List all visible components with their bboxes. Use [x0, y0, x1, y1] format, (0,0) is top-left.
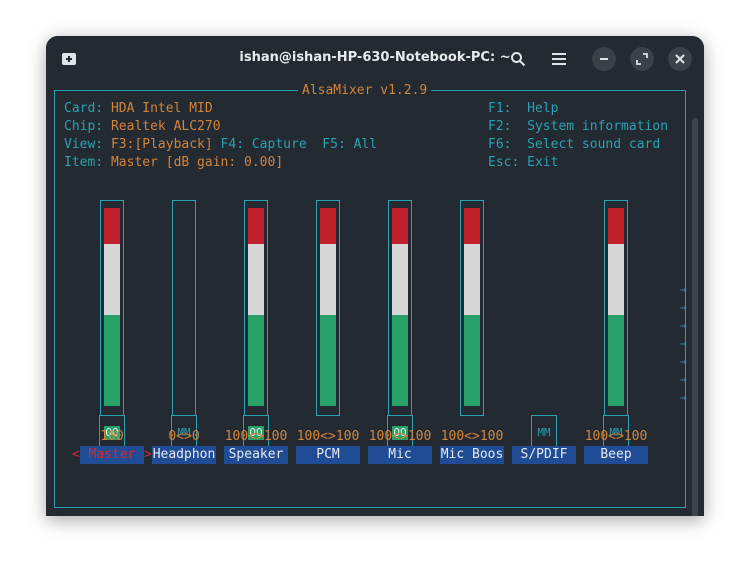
terminal-content[interactable]: AlsaMixer v1.2.9 Card: HDA Intel MID Chi… [46, 82, 704, 516]
chip-line: Chip: Realtek ALC270 [64, 119, 221, 134]
more-channels-arrow: → [680, 337, 687, 350]
volume-fill-segment [104, 243, 120, 315]
volume-value: 0<>0 [168, 429, 200, 444]
volume-fill-segment [320, 243, 336, 315]
volume-fill-segment [608, 208, 624, 244]
item-line: Item: Master [dB gain: 0.00] [64, 155, 284, 170]
mute-switch-state: MM [177, 426, 191, 439]
more-channels-arrow: → [680, 301, 687, 314]
more-channels-arrow: → [680, 283, 687, 296]
volume-value: 100<>100 [584, 429, 648, 444]
volume-fill-segment [248, 243, 264, 315]
close-icon[interactable] [668, 47, 692, 71]
volume-fill-segment [608, 314, 624, 406]
channel-label-micboos[interactable]: Mic Boos [440, 446, 504, 464]
volume-bar-pcm[interactable] [316, 200, 340, 416]
selected-marker-right: > [144, 447, 152, 462]
key-help[interactable]: F1: Help [488, 101, 559, 116]
channel-label-speaker[interactable]: Speaker [224, 446, 288, 464]
view-playback[interactable]: F3:[Playback] [110, 137, 213, 152]
volume-bar-headphon[interactable] [172, 200, 196, 416]
key-sound-card[interactable]: F6: Select sound card [488, 137, 661, 152]
mute-switch-state: OO [104, 426, 120, 440]
volume-value: 100<>100 [296, 429, 360, 444]
view-capture[interactable]: F4: Capture [220, 137, 307, 152]
volume-value: 100<>100 [368, 429, 432, 444]
channel-label-spdif[interactable]: S/PDIF [512, 446, 576, 464]
mixer-title: AlsaMixer v1.2.9 [298, 82, 432, 100]
channel-label-beep[interactable]: Beep [584, 446, 648, 464]
mute-switch-state: OO [248, 426, 264, 440]
channel-label-pcm[interactable]: PCM [296, 446, 360, 464]
terminal-window: ishan@ishan-HP-630-Notebook-PC: ~ AlsaMi… [46, 36, 704, 516]
channel-label-master[interactable]: Master [80, 446, 144, 464]
volume-fill-segment [608, 243, 624, 315]
more-channels-arrow: → [680, 355, 687, 368]
volume-bar-micboos[interactable] [460, 200, 484, 416]
title-bar: ishan@ishan-HP-630-Notebook-PC: ~ [46, 36, 704, 82]
volume-value: 100<>100 [224, 429, 288, 444]
volume-fill-segment [320, 314, 336, 406]
view-line: View: F3:[Playback] F4: Capture F5: All [64, 137, 378, 152]
volume-value: 100<>100 [440, 429, 504, 444]
volume-fill-segment [104, 314, 120, 406]
volume-fill-segment [320, 208, 336, 244]
more-channels-arrow: → [680, 373, 687, 386]
mute-switch-state: OO [392, 426, 408, 440]
terminal-scrollbar[interactable] [692, 118, 698, 516]
volume-fill-segment [464, 243, 480, 315]
minimize-icon[interactable] [592, 47, 616, 71]
volume-fill-segment [392, 243, 408, 315]
window-title: ishan@ishan-HP-630-Notebook-PC: ~ [239, 50, 511, 65]
channel-label-mic[interactable]: Mic [368, 446, 432, 464]
selected-marker-left: < [72, 447, 80, 462]
volume-fill-segment [464, 208, 480, 244]
volume-fill-segment [248, 314, 264, 406]
key-sysinfo[interactable]: F2: System information [488, 119, 669, 134]
volume-value: 100 [100, 429, 124, 444]
volume-fill-segment [464, 314, 480, 406]
volume-fill-segment [392, 314, 408, 406]
new-tab-icon[interactable] [57, 47, 81, 71]
more-channels-arrow: → [680, 319, 687, 332]
mute-switch-state: MM [609, 426, 623, 439]
mute-switch[interactable]: OO [243, 415, 269, 451]
channel-label-headphon[interactable]: Headphon [152, 446, 216, 464]
mute-switch-state: MM [537, 426, 551, 439]
mute-switch[interactable]: OO [387, 415, 413, 451]
key-exit[interactable]: Esc: Exit [488, 155, 559, 170]
more-channels-arrow: → [680, 391, 687, 404]
volume-fill-segment [104, 208, 120, 244]
card-line: Card: HDA Intel MID [64, 101, 213, 116]
maximize-icon[interactable] [630, 47, 654, 71]
view-all[interactable]: F5: All [322, 137, 378, 152]
volume-fill-segment [248, 208, 264, 244]
volume-fill-segment [392, 208, 408, 244]
menu-icon[interactable] [547, 47, 571, 71]
search-icon[interactable] [506, 47, 530, 71]
